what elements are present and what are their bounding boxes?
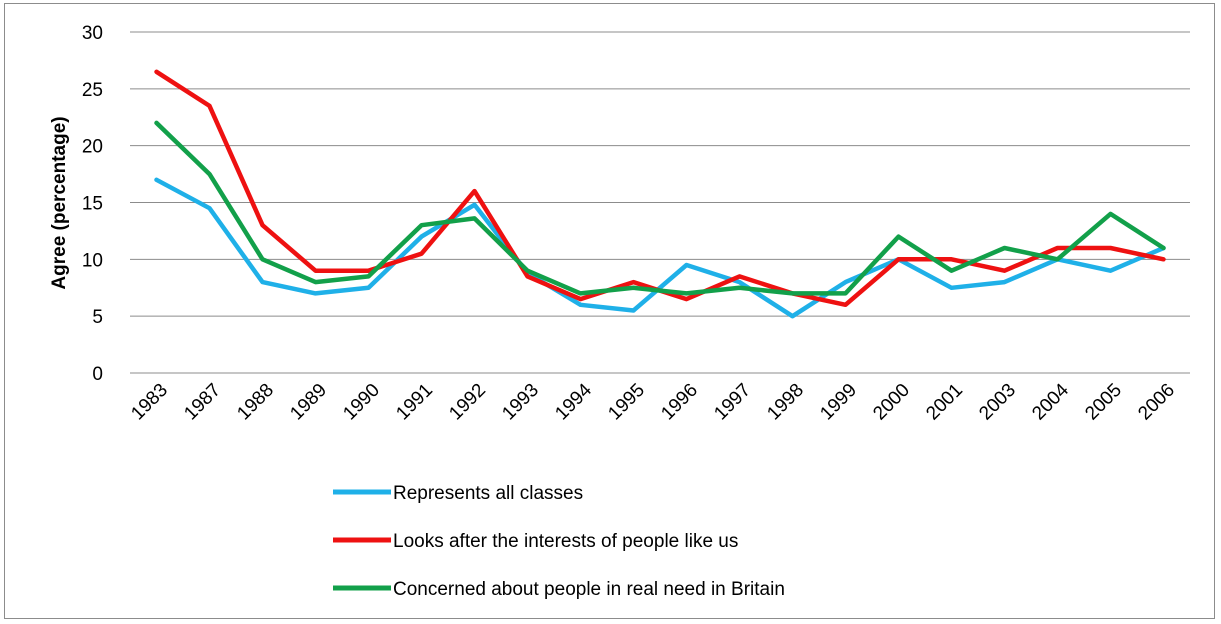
- x-tick-label: 1987: [180, 380, 225, 425]
- y-tick-label: 0: [92, 364, 103, 385]
- x-tick-label: 1990: [339, 380, 384, 425]
- y-tick-label: 15: [82, 194, 103, 215]
- x-tick-label: 1998: [763, 380, 808, 425]
- legend-label: Represents all classes: [393, 483, 583, 504]
- series-line-3: [154, 120, 1166, 296]
- x-tick-label: 2001: [922, 380, 967, 425]
- x-tick-label: 2006: [1134, 380, 1179, 425]
- legend: Represents all classes Looks after the in…: [333, 483, 785, 600]
- y-tick-label: 30: [82, 23, 103, 44]
- legend-label: Concerned about people in real need in B…: [393, 579, 785, 600]
- x-tick-label: 1999: [816, 380, 861, 425]
- x-tick-label: 2000: [869, 380, 914, 425]
- x-tick-label: 2005: [1081, 380, 1126, 425]
- x-axis-ticks: 1983 1987 1988 1989 1990 1991 1992 1993 1994 1995…: [127, 379, 1179, 424]
- series-line-2: [154, 69, 1166, 308]
- gridlines: [130, 31, 1190, 374]
- x-tick-label: 2004: [1028, 379, 1073, 424]
- x-tick-label: 2003: [975, 380, 1020, 425]
- legend-label: Looks after the interests of people like…: [393, 531, 738, 552]
- y-axis-title: Agree (percentage): [49, 116, 70, 289]
- x-tick-label: 1988: [233, 380, 278, 425]
- y-axis-ticks: 0 5 10 15 20 25 30: [82, 23, 103, 385]
- x-tick-label: 1992: [445, 380, 490, 425]
- x-tick-label: 1983: [127, 380, 172, 425]
- x-tick-label: 1989: [286, 380, 331, 425]
- series-lines: [154, 69, 1166, 319]
- x-tick-label: 1995: [604, 380, 649, 425]
- series-line-1: [154, 177, 1166, 319]
- x-tick-label: 1996: [657, 380, 702, 425]
- x-tick-label: 1994: [551, 379, 596, 424]
- y-tick-label: 25: [82, 80, 103, 101]
- x-tick-label: 1991: [392, 380, 437, 425]
- y-tick-label: 5: [92, 307, 103, 328]
- x-tick-label: 1993: [498, 380, 543, 425]
- y-tick-label: 10: [82, 250, 103, 271]
- y-tick-label: 20: [82, 137, 103, 158]
- x-tick-label: 1997: [710, 380, 755, 425]
